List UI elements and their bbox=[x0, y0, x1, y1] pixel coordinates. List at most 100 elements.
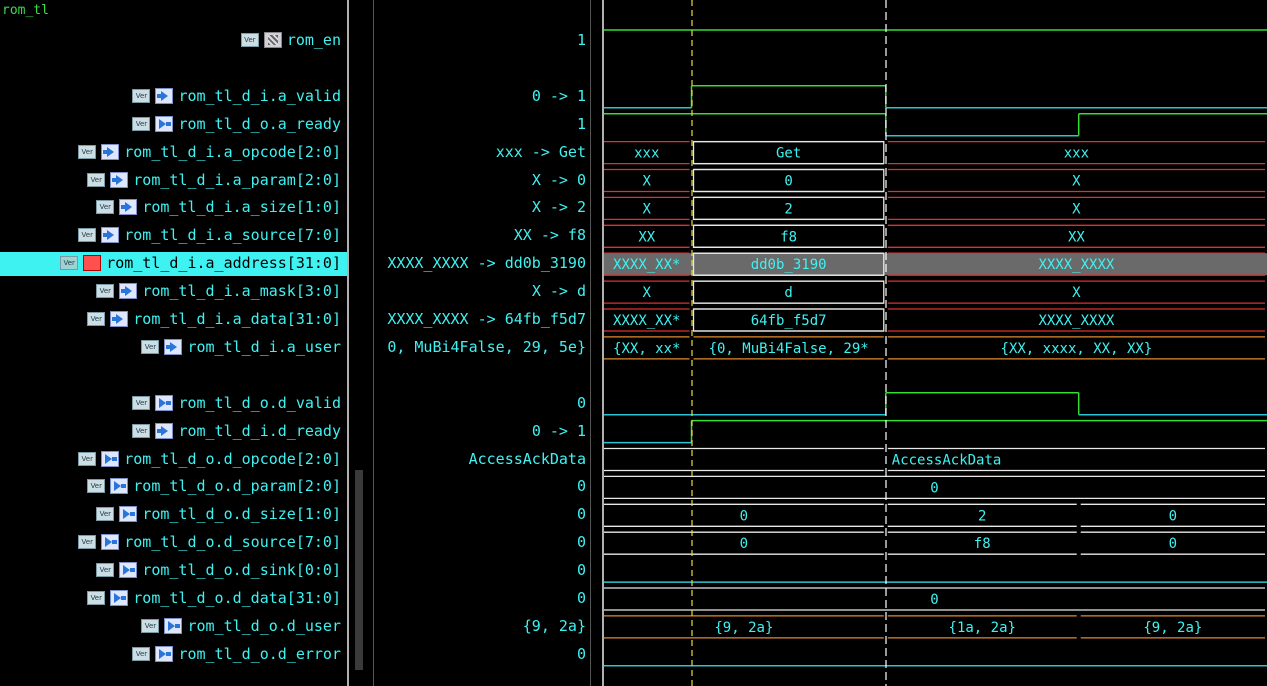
splitter[interactable] bbox=[590, 0, 604, 686]
bus-value-label: 0 bbox=[930, 592, 938, 608]
bus-value-label: X bbox=[1072, 285, 1081, 301]
verilog-icon: Ver bbox=[78, 228, 97, 243]
bus-value-label: Get bbox=[776, 146, 801, 162]
bus-value-label: X bbox=[1072, 174, 1081, 190]
signal-name: rom_tl_d_i.a_user bbox=[187, 337, 341, 356]
bus-value-label: xxx bbox=[634, 146, 659, 162]
signal-value: 0 bbox=[576, 533, 586, 552]
verilog-icon: Ver bbox=[78, 535, 97, 550]
signal-value: X -> 0 bbox=[531, 170, 586, 189]
output-port-icon bbox=[101, 450, 120, 467]
signal-value: X -> d bbox=[531, 282, 586, 301]
splitter-scrollbar[interactable] bbox=[347, 0, 374, 686]
signal-row[interactable]: Ver rom_tl_d_o.d_param[2:0] bbox=[0, 475, 347, 499]
signal-row[interactable]: Ver rom_tl_d_o.d_opcode[2:0] bbox=[0, 448, 347, 472]
bus-value-label: XXXX_XX* bbox=[613, 313, 680, 329]
signal-row[interactable]: Ver rom_tl_d_o.d_size[1:0] bbox=[0, 503, 347, 527]
bus-box bbox=[692, 168, 885, 193]
bus-box bbox=[692, 140, 885, 165]
verilog-icon: Ver bbox=[240, 33, 259, 47]
signal-name: rom_tl_d_o.d_param[2:0] bbox=[133, 477, 341, 496]
signal-row[interactable]: Ver rom_tl_d_o.d_source[7:0] bbox=[0, 531, 347, 555]
waveform-pane[interactable]: xxx Get xxx X 0 X X 2 X XX f8 XX XXXX_XX* dd0b_3190 XX… bbox=[604, 0, 1267, 686]
signal-value: XXXX_XXXX -> dd0b_3190 bbox=[387, 254, 586, 273]
signal-name: rom_en bbox=[286, 31, 341, 49]
input-port-icon bbox=[101, 227, 120, 244]
bus-value-label: {XX, xx* bbox=[613, 341, 680, 357]
signal-row[interactable]: Ver rom_en bbox=[0, 29, 347, 53]
bus-value-label: dd0b_3190 bbox=[751, 257, 827, 273]
bus-value-label: X bbox=[643, 201, 652, 217]
signal-value: 0 bbox=[576, 393, 586, 412]
verilog-icon: Ver bbox=[96, 200, 115, 215]
bus-value-label: {9, 2a} bbox=[714, 620, 773, 636]
signal-value: X -> 2 bbox=[531, 198, 586, 217]
signal-name: rom_tl_d_o.a_ready bbox=[178, 114, 341, 133]
bus-value-label: {XX, xxxx, XX, XX} bbox=[1001, 341, 1153, 357]
input-port-icon bbox=[101, 143, 120, 160]
signal-value: 0 bbox=[576, 477, 586, 496]
signal-value: 0 bbox=[576, 505, 586, 524]
bus-value-label: 0 bbox=[740, 536, 748, 552]
signal-row[interactable]: Ver rom_tl_d_i.a_user bbox=[0, 336, 347, 360]
bus-value-label: {1a, 2a} bbox=[949, 620, 1016, 636]
bus-box bbox=[692, 224, 885, 248]
scope-label[interactable]: rom_tl bbox=[2, 3, 49, 18]
signal-name: rom_tl_d_o.d_sink[0:0] bbox=[142, 561, 341, 580]
signal-row[interactable]: Ver rom_tl_d_i.a_address[31:0] bbox=[0, 252, 347, 277]
bus-value-label: 64fb_f5d7 bbox=[751, 313, 827, 329]
signal-row[interactable]: Ver rom_tl_d_o.d_valid bbox=[0, 392, 347, 416]
signal-name: rom_tl_d_i.a_param[2:0] bbox=[133, 170, 341, 189]
output-port-icon bbox=[164, 617, 183, 634]
signal-name: rom_tl_d_o.d_opcode[2:0] bbox=[124, 449, 341, 468]
signal-row[interactable]: Ver rom_tl_d_i.a_valid bbox=[0, 85, 347, 109]
verilog-icon: Ver bbox=[60, 256, 79, 271]
bus-value-label: 2 bbox=[784, 201, 792, 217]
verilog-icon: Ver bbox=[96, 507, 115, 522]
signal-value: 0 -> 1 bbox=[531, 421, 586, 440]
bus-value-label: XXXX_XX* bbox=[613, 257, 680, 273]
bus-value-label: 0 bbox=[740, 508, 748, 524]
signal-row[interactable]: Ver rom_tl_d_i.a_source[7:0] bbox=[0, 224, 347, 248]
output-port-icon bbox=[119, 506, 138, 523]
signal-value: {9, 2a} bbox=[522, 616, 586, 635]
signal-row[interactable]: Ver rom_tl_d_i.a_size[1:0] bbox=[0, 196, 347, 220]
verilog-icon: Ver bbox=[141, 618, 160, 633]
bus-value-label: 0 bbox=[930, 480, 938, 496]
bus-value-label: xxx bbox=[1064, 146, 1089, 162]
verilog-icon: Ver bbox=[141, 339, 160, 354]
signal-row[interactable]: Ver rom_tl_d_o.d_sink[0:0] bbox=[0, 559, 347, 583]
signal-row[interactable]: Ver rom_tl_d_i.a_param[2:0] bbox=[0, 169, 347, 193]
signal-row[interactable]: Ver rom_tl_d_o.d_error bbox=[0, 643, 347, 667]
signal-row[interactable]: Ver rom_tl_d_i.d_ready bbox=[0, 420, 347, 444]
signal-row[interactable]: Ver rom_tl_d_i.a_opcode[2:0] bbox=[0, 141, 347, 165]
signal-value: 0 -> 1 bbox=[531, 86, 586, 105]
bus-value-label: 2 bbox=[978, 508, 986, 524]
output-port-icon bbox=[155, 115, 174, 132]
signal-row[interactable]: Ver rom_tl_d_o.a_ready bbox=[0, 113, 347, 137]
output-port-icon bbox=[155, 394, 174, 411]
bus-value-label: f8 bbox=[780, 229, 797, 245]
signal-row[interactable]: Ver rom_tl_d_o.d_data[31:0] bbox=[0, 587, 347, 611]
signal-row[interactable]: Ver rom_tl_d_o.d_user bbox=[0, 615, 347, 639]
verilog-icon: Ver bbox=[132, 116, 151, 131]
output-port-icon bbox=[119, 562, 138, 579]
signal-value: XXXX_XXXX -> 64fb_f5d7 bbox=[387, 310, 586, 328]
signal-row[interactable]: Ver rom_tl_d_i.a_data[31:0] bbox=[0, 308, 347, 332]
scrollbar-thumb[interactable] bbox=[355, 470, 363, 670]
signal-value: XX -> f8 bbox=[513, 226, 586, 245]
input-port-icon bbox=[155, 87, 174, 104]
signal-name: rom_tl_d_i.a_size[1:0] bbox=[142, 198, 341, 217]
signal-row[interactable]: Ver rom_tl_d_i.a_mask[3:0] bbox=[0, 280, 347, 304]
signal-name: rom_tl_d_o.d_valid bbox=[178, 393, 341, 412]
input-port-icon bbox=[83, 255, 102, 272]
bus-value-label: XXXX_XXXX bbox=[1038, 313, 1114, 329]
verilog-icon: Ver bbox=[78, 144, 97, 159]
bus-value-label: {9, 2a} bbox=[1143, 620, 1202, 636]
bus-value-label: {0, MuBi4False, 29* bbox=[709, 341, 869, 357]
bus-value-label: 0 bbox=[1169, 508, 1177, 524]
signal-value: AccessAckData bbox=[468, 449, 586, 468]
signal-value: 0, MuBi4False, 29, 5e} bbox=[387, 337, 586, 356]
verilog-icon: Ver bbox=[87, 172, 106, 187]
